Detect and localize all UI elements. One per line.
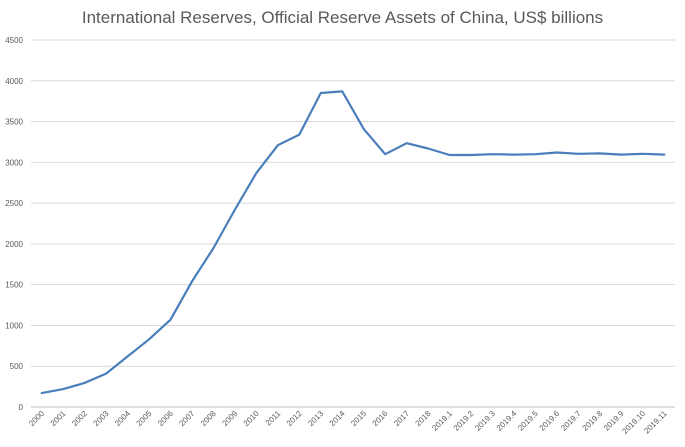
x-tick-label: 2019.4 bbox=[495, 409, 519, 433]
x-tick-label: 2016 bbox=[371, 409, 390, 428]
x-tick-label: 2014 bbox=[328, 409, 347, 428]
x-axis-tick-labels: 2000 2001 2002 2003 2004 2005 2006 2007 2008 2009… bbox=[27, 409, 669, 436]
x-tick-label: 2019.7 bbox=[559, 409, 583, 433]
y-tick-label: 1500 bbox=[5, 281, 23, 290]
x-tick-label: 2002 bbox=[70, 409, 89, 428]
x-tick-label: 2019.5 bbox=[516, 409, 540, 433]
y-tick-label: 1000 bbox=[5, 321, 23, 330]
x-tick-label: 2019.8 bbox=[581, 409, 605, 433]
chart-title: International Reserves, Official Reserve… bbox=[81, 8, 604, 27]
x-tick-label: 2005 bbox=[135, 409, 154, 428]
x-tick-label: 2001 bbox=[49, 409, 68, 428]
gridlines bbox=[31, 39, 675, 367]
y-tick-label: 3500 bbox=[5, 118, 23, 127]
x-tick-label: 2018 bbox=[414, 409, 433, 428]
x-tick-label: 2012 bbox=[285, 409, 304, 428]
x-tick-label: 2010 bbox=[242, 409, 261, 428]
x-tick-label: 2004 bbox=[113, 409, 132, 428]
y-tick-label: 500 bbox=[10, 362, 24, 371]
y-axis-tick-labels: 0 500 1000 1500 2000 2500 3000 3500 4000 4500 bbox=[5, 36, 23, 412]
y-tick-label: 4000 bbox=[5, 77, 23, 86]
x-tick-label: 2008 bbox=[199, 409, 218, 428]
y-tick-label: 2000 bbox=[5, 240, 23, 249]
x-tick-label: 2019.1 bbox=[430, 409, 454, 433]
x-tick-label: 2019.11 bbox=[642, 409, 669, 436]
x-tick-label: 2019.10 bbox=[620, 409, 647, 436]
x-tick-label: 2000 bbox=[27, 409, 46, 428]
x-tick-label: 2011 bbox=[264, 409, 283, 428]
x-tick-label: 2007 bbox=[177, 409, 196, 428]
y-tick-label: 0 bbox=[19, 403, 24, 412]
series-line bbox=[40, 90, 666, 395]
x-tick-label: 2013 bbox=[306, 409, 325, 428]
x-tick-label: 2017 bbox=[392, 409, 411, 428]
x-tick-label: 2009 bbox=[220, 409, 239, 428]
x-tick-label: 2019.2 bbox=[452, 409, 476, 433]
y-tick-label: 2500 bbox=[5, 199, 23, 208]
x-tick-label: 2019.3 bbox=[473, 409, 497, 433]
y-tick-label: 3000 bbox=[5, 158, 23, 167]
x-tick-label: 2015 bbox=[349, 409, 368, 428]
x-tick-label: 2019.6 bbox=[538, 409, 562, 433]
x-tick-label: 2006 bbox=[156, 409, 175, 428]
x-tick-label: 2003 bbox=[92, 409, 111, 428]
y-tick-label: 4500 bbox=[5, 36, 23, 45]
